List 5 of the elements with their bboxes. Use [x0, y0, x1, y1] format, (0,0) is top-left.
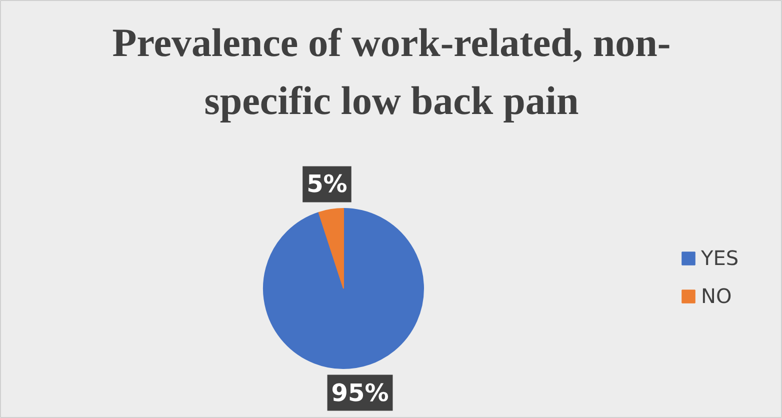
data-label: 5% [306, 170, 348, 198]
data-label: 95% [331, 378, 389, 407]
legend-label: NO [701, 284, 732, 308]
chart-title: Prevalence of work-related, non-specific low back pain [112, 20, 671, 123]
legend-label: YES [701, 246, 739, 270]
